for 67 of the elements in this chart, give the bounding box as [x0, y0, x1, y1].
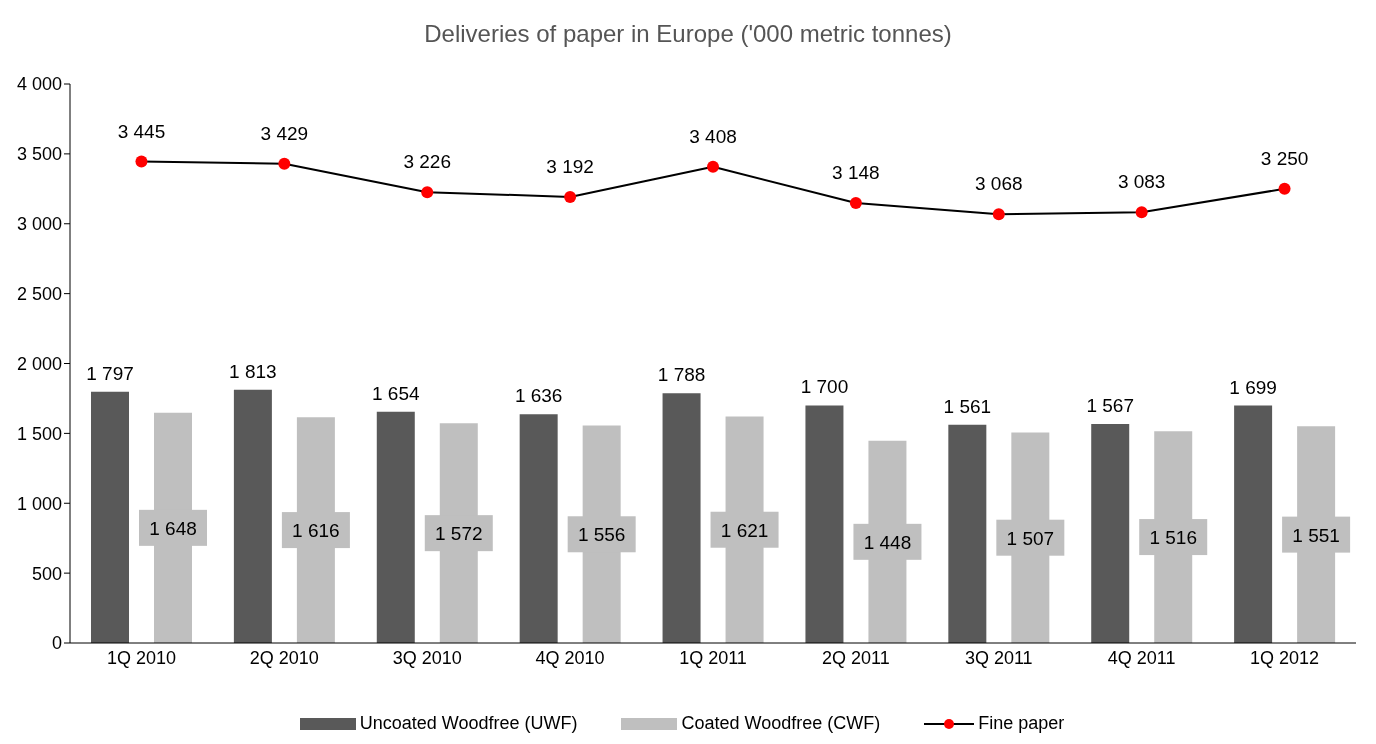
y-tick-label: 4 000	[16, 74, 62, 95]
data-label: 1 561	[943, 395, 992, 417]
data-label: 3 083	[1117, 171, 1166, 193]
data-label: 1 797	[86, 362, 134, 384]
data-label: 1 621	[720, 519, 769, 541]
x-tick-label: 3Q 2011	[964, 647, 1033, 668]
y-tick-label: 3 000	[16, 214, 62, 235]
legend-label: Uncoated Woodfree (UWF)	[359, 713, 578, 734]
x-tick-label: 1Q 2012	[1250, 647, 1320, 668]
bar	[91, 391, 129, 643]
x-tick-label: 4Q 2010	[535, 647, 605, 668]
x-tick-label: 2Q 2010	[249, 647, 319, 668]
data-label: 1 654	[372, 382, 420, 404]
chart-title: Deliveries of paper in Europe ('000 metric tonnes)	[423, 19, 953, 49]
point	[849, 197, 862, 210]
point	[707, 160, 719, 173]
data-label: 1 567	[1086, 395, 1134, 417]
data-label: 1 813	[229, 360, 277, 382]
data-label: 3 408	[689, 125, 737, 147]
x-tick-label: 1Q 2011	[679, 647, 747, 668]
bar	[519, 414, 558, 643]
data-label: 3 250	[1260, 147, 1309, 169]
data-label: 1 788	[657, 364, 706, 386]
data-label: 1 551	[1292, 524, 1340, 546]
x-tick-label: 1Q 2010	[106, 647, 176, 668]
bar	[948, 424, 987, 643]
point	[135, 155, 148, 168]
data-label: 3 192	[546, 155, 594, 177]
data-label: 1 448	[863, 531, 912, 553]
data-label: 3 148	[832, 162, 880, 184]
data-label: 3 068	[975, 173, 1023, 195]
bar	[1234, 405, 1273, 643]
bar	[805, 405, 844, 643]
point	[278, 157, 291, 170]
data-label: 3 226	[403, 151, 451, 173]
point	[421, 186, 434, 199]
y-tick-label: 2 500	[16, 284, 62, 305]
data-label: 1 516	[1149, 527, 1197, 549]
y-tick-label: 1 500	[16, 423, 62, 444]
data-label: 1 507	[1006, 527, 1055, 549]
point	[1278, 182, 1291, 195]
point	[1135, 206, 1148, 219]
bar	[1091, 424, 1130, 643]
x-tick-label: 3Q 2010	[392, 647, 462, 668]
data-label: 1 636	[514, 385, 563, 407]
data-label: 1 556	[577, 524, 626, 546]
y-tick-label: 500	[31, 563, 62, 584]
legend-label: Fine paper	[978, 713, 1065, 734]
data-label: 3 445	[117, 120, 166, 142]
bar	[376, 411, 415, 643]
point	[992, 208, 1005, 221]
bar	[233, 389, 272, 643]
x-tick-label: 4Q 2011	[1107, 647, 1176, 668]
data-label: 1 616	[292, 520, 340, 542]
data-label: 1 700	[800, 376, 849, 398]
y-tick-label: 3 500	[16, 144, 62, 165]
point	[564, 190, 577, 203]
data-label: 3 429	[260, 122, 309, 144]
y-tick-label: 0	[51, 633, 62, 654]
y-tick-label: 2 000	[16, 353, 62, 374]
data-label: 1 699	[1229, 376, 1277, 398]
legend-label: Coated Woodfree (CWF)	[681, 713, 881, 734]
bar	[662, 393, 701, 643]
y-tick-label: 1 000	[16, 493, 62, 514]
data-label: 1 572	[435, 523, 483, 545]
data-label: 1 648	[149, 517, 197, 539]
x-tick-label: 2Q 2011	[822, 647, 890, 668]
